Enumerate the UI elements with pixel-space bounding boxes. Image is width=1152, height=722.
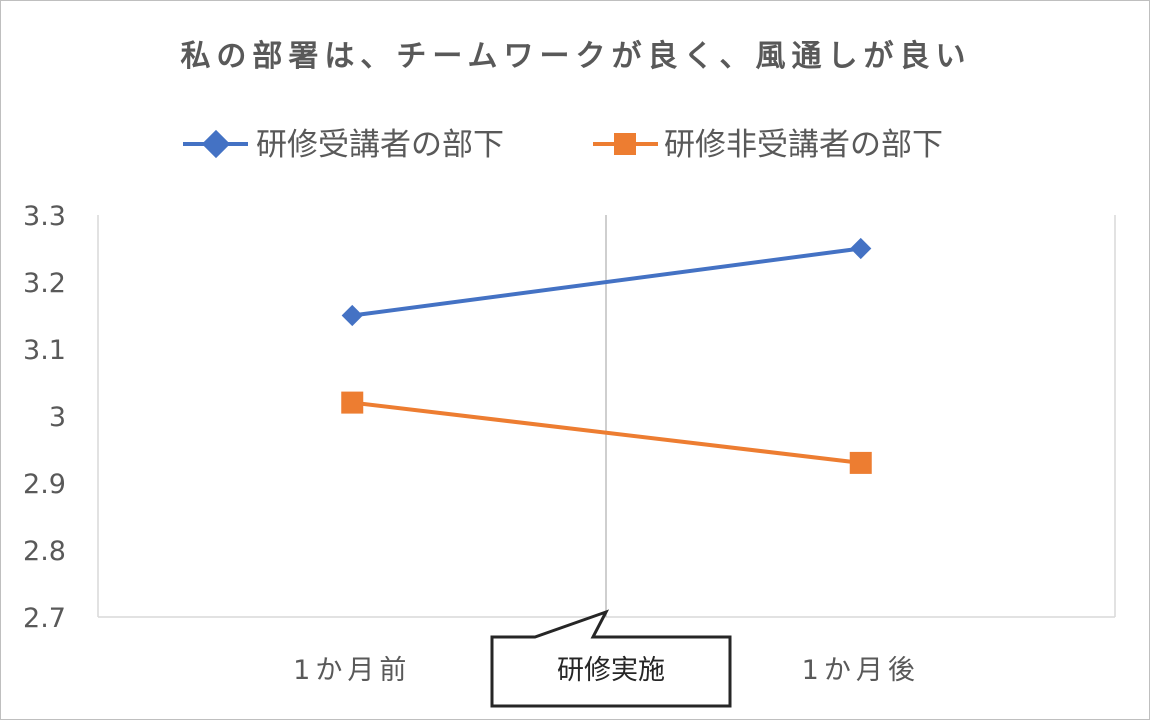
series-1-point-2 [850,237,872,260]
y-tick-label: 3.2 [23,268,66,299]
y-tick-label: 3.3 [23,201,66,232]
legend-label-series-1: 研修受講者の部下 [256,127,504,163]
legend-marker-series-2 [614,133,636,155]
y-tick-labels: 2.7 2.8 2.9 3 3.1 3.2 3.3 [23,201,66,634]
y-tick-label: 2.8 [23,536,66,567]
x-category-label: 1か月前 [293,655,411,686]
series-line-1 [351,246,862,318]
y-tick-label: 2.9 [23,469,66,500]
y-tick-label: 2.7 [23,603,66,634]
callout-label: 研修実施 [557,655,665,686]
callout: 研修実施 [490,609,732,708]
series-1-point-1 [341,304,363,327]
legend: 研修受講者の部下 研修非受講者の部下 [183,127,943,163]
y-tick-label: 3 [49,402,66,433]
series-2-point-1 [341,391,364,414]
x-category-label: 1か月後 [802,655,920,686]
y-tick-label: 3.1 [23,335,66,366]
legend-label-series-2: 研修非受講者の部下 [664,127,943,163]
series-line-2 [352,400,861,465]
series-2-point-2 [849,451,872,474]
callout-box [490,609,732,708]
legend-marker-series-1 [201,129,231,159]
x-category-labels: 1か月前 1か月後 [293,655,920,686]
chart-title: 私の部署は、チームワークが良く、風通しが良い [180,39,971,74]
